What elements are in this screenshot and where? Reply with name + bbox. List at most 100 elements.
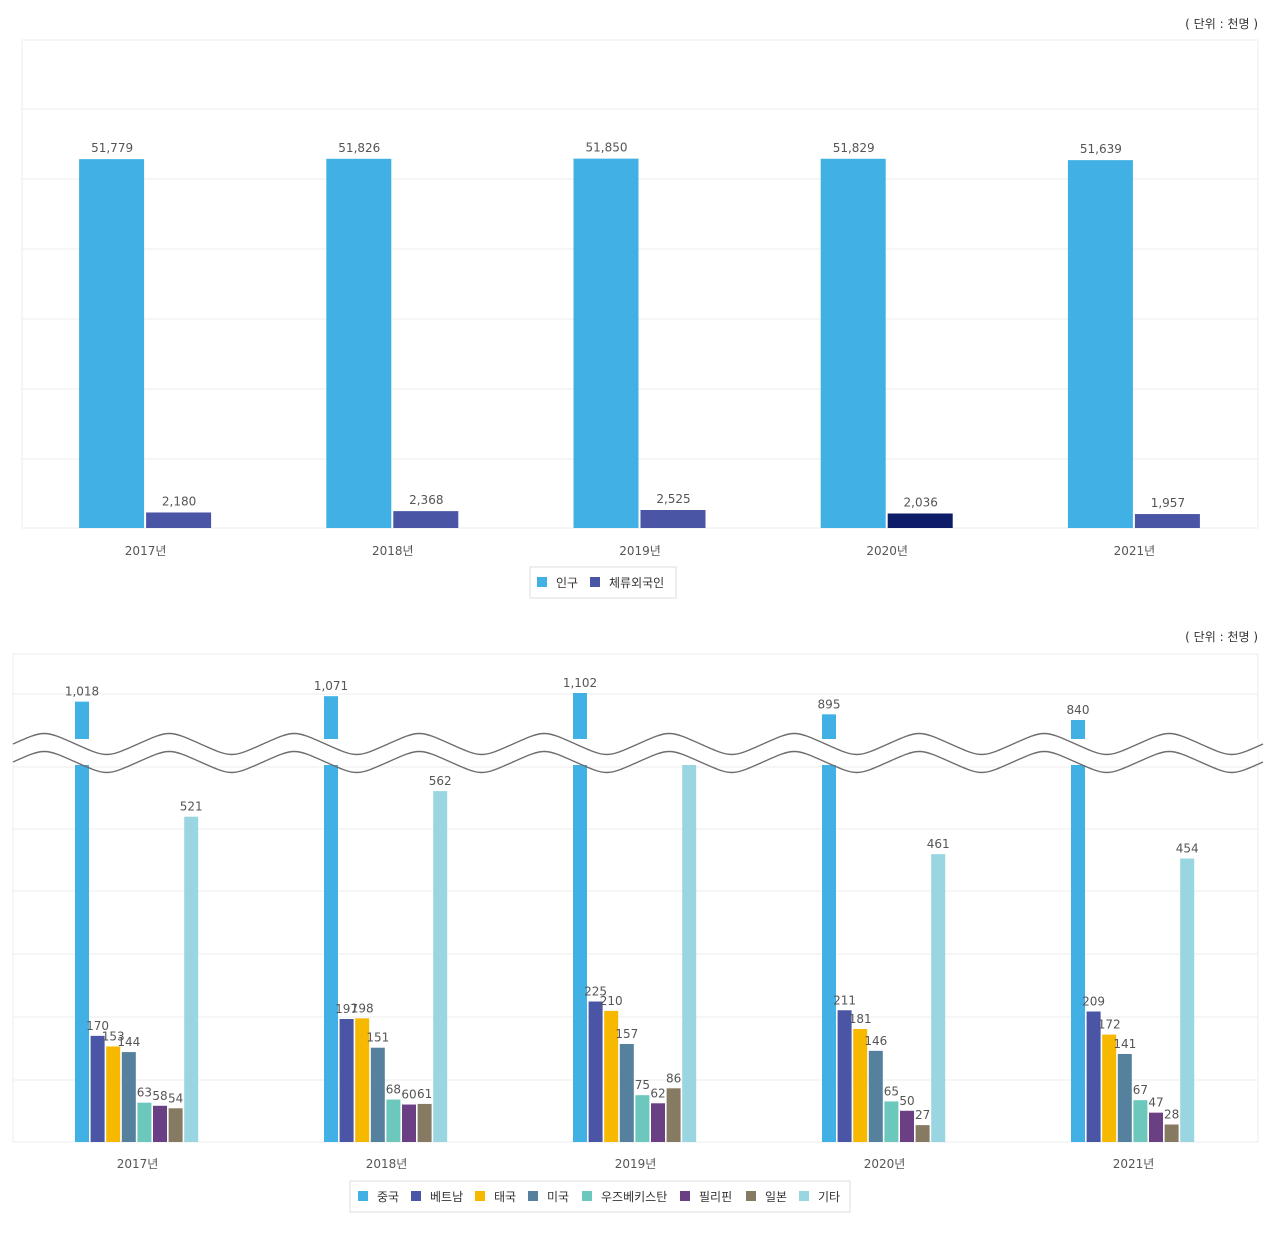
data-label: 65 (884, 1084, 899, 1098)
data-label: 1,018 (65, 685, 99, 699)
x-tick-label: 2020년 (864, 1157, 906, 1171)
data-label: 1,957 (1151, 496, 1185, 510)
bar-필리핀 (651, 1103, 665, 1142)
data-label: 54 (168, 1091, 183, 1105)
data-label: 144 (117, 1035, 140, 1049)
bar-태국 (106, 1046, 121, 1142)
data-label: 170 (86, 1019, 109, 1033)
data-label: 225 (584, 985, 607, 999)
data-label: 50 (899, 1094, 914, 1108)
data-label: 141 (1113, 1037, 1136, 1051)
unit-label: ( 단위 : 천명 ) (1185, 629, 1258, 644)
bar-체류외국인 (393, 511, 459, 528)
bar-일본 (417, 1103, 432, 1142)
x-tick-label: 2018년 (372, 544, 414, 558)
legend: 중국 베트남 태국 미국 우즈베키스탄 필리핀 일본 기타 (349, 1180, 851, 1213)
bar-일본 (915, 1125, 930, 1142)
x-axis-ticks: 2017년 2018년 2019년 2020년 2021년 (125, 544, 1155, 558)
bar-인구 (1067, 160, 1133, 528)
bar-일본 (1164, 1124, 1179, 1142)
bar-베트남 (90, 1035, 105, 1142)
data-label: 62 (650, 1086, 665, 1100)
data-label: 146 (864, 1034, 887, 1048)
legend-box (529, 566, 677, 599)
data-label: 51,826 (338, 141, 380, 155)
data-label: 51,829 (833, 141, 875, 155)
bar-중국 (822, 714, 836, 1142)
bar-인구 (820, 158, 886, 528)
unit-label: ( 단위 : 천명 ) (1185, 16, 1258, 31)
x-tick-label: 2017년 (117, 1157, 159, 1171)
data-label: 210 (600, 994, 623, 1008)
data-label: 562 (429, 774, 452, 788)
data-label: 75 (635, 1078, 650, 1092)
legend-item: 체류외국인 (609, 576, 664, 590)
bar-우즈베키스탄 (1133, 1100, 1148, 1142)
bar-우즈베키스탄 (884, 1101, 899, 1142)
bar-체류외국인 (887, 513, 953, 528)
bar-체류외국인 (146, 512, 212, 528)
legend-item: 일본 (765, 1190, 787, 1204)
bar-태국 (853, 1028, 868, 1142)
legend-swatch (528, 1191, 538, 1201)
data-label: 27 (915, 1108, 930, 1122)
legend-swatch (590, 577, 600, 587)
bar-우즈베키스탄 (635, 1095, 650, 1142)
bar-베트남 (837, 1010, 852, 1142)
x-tick-label: 2021년 (1114, 544, 1156, 558)
x-tick-label: 2020년 (866, 544, 908, 558)
bar-미국 (121, 1052, 136, 1142)
data-label: 2,525 (656, 492, 690, 506)
data-label: 181 (849, 1012, 872, 1026)
data-label: 211 (833, 993, 856, 1007)
bar-베트남 (1086, 1011, 1101, 1142)
legend-swatch (475, 1191, 485, 1201)
bars: 51,779 2,180 51,826 2,368 51,850 2,525 51,829 2… (79, 141, 1200, 528)
bar-미국 (868, 1050, 883, 1142)
bar-베트남 (339, 1018, 354, 1142)
data-label: 153 (102, 1029, 125, 1043)
legend-item: 필리핀 (699, 1190, 732, 1204)
population-chart: ( 단위 : 천명 ) 51,779 2,180 51,826 2,368 51,850… (21, 16, 1259, 599)
legend-item: 베트남 (430, 1190, 463, 1204)
bar-중국 (573, 693, 587, 1142)
plot-frame (21, 39, 1259, 529)
legend-item: 우즈베키스탄 (601, 1190, 667, 1204)
x-tick-label: 2019년 (615, 1157, 657, 1171)
data-label: 28 (1164, 1108, 1179, 1122)
legend-swatch (799, 1191, 809, 1201)
legend-swatch (746, 1191, 756, 1201)
bar-중국 (324, 696, 338, 1142)
legend-item: 기타 (818, 1190, 840, 1204)
data-label: 521 (180, 800, 203, 814)
legend-swatch (680, 1191, 690, 1201)
x-tick-label: 2017년 (125, 544, 167, 558)
x-tick-label: 2019년 (619, 544, 661, 558)
bar-기타 (1180, 858, 1195, 1142)
bar-기타 (931, 854, 946, 1142)
bar-베트남 (588, 1001, 603, 1142)
data-label: 198 (351, 1001, 374, 1015)
bar-태국 (604, 1010, 619, 1142)
bar-태국 (1102, 1034, 1117, 1142)
data-label: 197 (335, 1002, 358, 1016)
data-label: 2,368 (409, 493, 443, 507)
bar-미국 (619, 1043, 634, 1142)
legend-swatch (582, 1191, 592, 1201)
bar-미국 (1117, 1053, 1132, 1142)
data-label: 172 (1098, 1018, 1121, 1032)
bar-태국 (355, 1018, 370, 1142)
bar-필리핀 (1149, 1112, 1163, 1142)
bar-필리핀 (153, 1105, 167, 1142)
bar-기타 (433, 791, 448, 1142)
bar-중국 (75, 701, 89, 1142)
legend-swatch (537, 577, 547, 587)
data-label: 151 (366, 1031, 389, 1045)
legend-item: 중국 (377, 1190, 399, 1204)
bar-체류외국인 (640, 510, 706, 528)
legend-swatch (358, 1191, 368, 1201)
legend-box (349, 1180, 851, 1213)
data-label: 1,102 (563, 676, 597, 690)
legend-item: 인구 (556, 576, 578, 590)
